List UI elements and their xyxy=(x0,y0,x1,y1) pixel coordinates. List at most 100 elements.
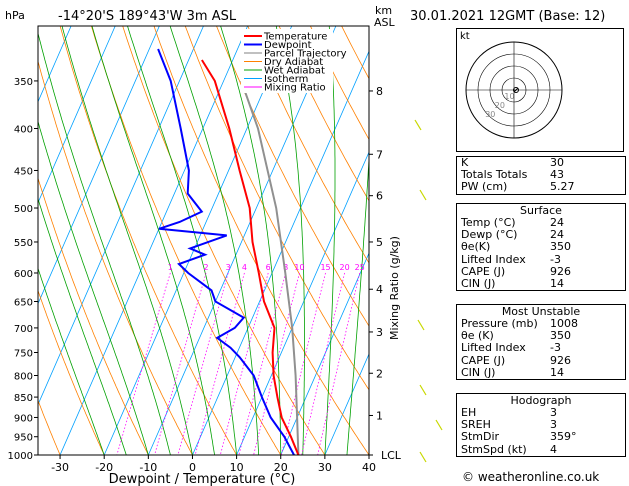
row-key: θe (K) xyxy=(461,329,494,343)
pressure-tick-label: 550 xyxy=(14,238,33,249)
temperature-tick-label: -20 xyxy=(95,461,113,474)
row-value: -3 xyxy=(550,341,561,355)
pressure-tick-label: 850 xyxy=(14,393,33,404)
temperature-tick-label: 40 xyxy=(362,461,376,474)
wind-barb xyxy=(417,319,425,331)
isotherm-line xyxy=(103,26,293,455)
table-row: SREH 3 xyxy=(457,418,625,432)
row-key: Totals Totals xyxy=(461,168,528,182)
row-key: EH xyxy=(461,406,477,419)
row-value: 3 xyxy=(550,406,557,419)
wet-adiabat-line xyxy=(169,26,260,455)
dry-adiabat-line xyxy=(91,26,282,455)
wind-barb xyxy=(419,451,427,463)
row-key: CIN (J) xyxy=(461,276,496,290)
hodograph-ring-label: 30 xyxy=(485,110,495,119)
mixing-ratio-line xyxy=(219,272,269,455)
dry-adiabat-line xyxy=(247,26,369,264)
altitude-tick-label: 5 xyxy=(376,236,383,249)
legend-entry: Wet Adiabat xyxy=(264,66,325,77)
wet-adiabat-line xyxy=(127,26,237,455)
legend-entry: Temperature xyxy=(263,32,327,43)
temperature-tick-label: -30 xyxy=(51,461,69,474)
altitude-tick-label: 1 xyxy=(376,409,383,422)
mixing-ratio-label: 2 xyxy=(203,263,208,272)
row-value: 1008 xyxy=(550,317,578,330)
legend-entry: Isotherm xyxy=(264,74,308,85)
wet-adiabat-line xyxy=(38,120,149,455)
altitude-tick-label: 3 xyxy=(376,326,383,339)
row-key: CAPE (J) xyxy=(461,353,506,367)
pressure-tick-label: 350 xyxy=(14,77,33,88)
plot-frame xyxy=(37,25,370,456)
table-row: Lifted Index -3 xyxy=(457,342,625,354)
row-key: Dewp (°C) xyxy=(461,228,518,242)
hodograph-ring-label: 10 xyxy=(504,92,514,101)
wet-adiabat-line xyxy=(275,26,305,455)
row-key: K xyxy=(461,156,469,169)
dry-adiabat-line xyxy=(59,26,237,455)
row-value: 926 xyxy=(550,353,571,367)
copyright-text: © weatheronline.co.uk xyxy=(462,470,600,484)
table-section-title: Most Unstable xyxy=(501,305,581,318)
altitude-tick-label: 4 xyxy=(376,283,383,296)
pressure-units: hPa xyxy=(5,9,25,22)
altitude-tick-label: LCL xyxy=(381,449,402,462)
pressure-tick-label: 800 xyxy=(14,371,33,382)
isotherm-line xyxy=(38,26,116,204)
temperature-tick-label: 20 xyxy=(274,461,288,474)
table-section-title: Surface xyxy=(520,204,562,217)
temperature-tick-label: -10 xyxy=(139,461,157,474)
mixing-ratio-label: 25 xyxy=(355,263,365,272)
row-key: SREH xyxy=(461,418,491,432)
wet-adiabat-line xyxy=(38,267,105,455)
altitude-tick-label: 8 xyxy=(376,85,383,98)
row-value: 24 xyxy=(550,216,564,229)
isotherm-line xyxy=(192,50,369,455)
isotherm-line xyxy=(38,26,160,305)
table-row: θe (K) 350 xyxy=(457,329,625,343)
row-value: 24 xyxy=(550,228,564,242)
table-row: K 30 xyxy=(457,156,625,169)
row-key: Pressure (mb) xyxy=(461,317,538,330)
temperature-tick-label: 30 xyxy=(318,461,332,474)
table-row: StmSpd (kt) 4 xyxy=(457,443,625,456)
mixing-ratio-line xyxy=(177,272,229,455)
legend-entry: Dry Adiabat xyxy=(264,57,323,68)
dry-adiabat-line xyxy=(38,399,61,455)
row-value: 350 xyxy=(550,329,571,343)
dry-adiabat-line xyxy=(38,289,105,455)
pressure-tick-label: 500 xyxy=(14,204,33,215)
wind-barb xyxy=(419,384,427,396)
isotherm-line xyxy=(236,151,369,455)
parcel-trajectory xyxy=(240,80,300,455)
location-title: -14°20'S 189°43'W 3m ASL xyxy=(58,9,237,24)
mixing-ratio-line xyxy=(194,272,245,455)
table-row: Dewp (°C) 24 xyxy=(457,228,625,242)
x-axis-label: Dewpoint / Temperature (°C) xyxy=(109,472,296,486)
pressure-tick-label: 700 xyxy=(14,324,33,335)
row-key: PW (cm) xyxy=(461,180,508,194)
mixing-ratio-label: 3 xyxy=(226,263,231,272)
dry-adiabat-line xyxy=(153,26,369,455)
isotherm-line xyxy=(38,26,204,406)
row-value: 43 xyxy=(550,168,564,182)
table-row: CAPE (J) 926 xyxy=(457,265,625,278)
isotherm-line xyxy=(38,26,72,103)
hodograph-trace-2 xyxy=(513,87,519,93)
table-row: θe(K) 350 xyxy=(457,241,625,253)
dry-adiabat-line xyxy=(216,26,369,327)
row-value: 14 xyxy=(550,276,564,290)
dewpoint-profile xyxy=(157,48,295,455)
row-value: 350 xyxy=(550,240,571,254)
isotherm-line xyxy=(147,26,337,455)
table-row: Pressure (mb) 1008 xyxy=(457,317,625,330)
altitude-tick-label: 2 xyxy=(376,367,383,380)
mixing-ratio-label: 10 xyxy=(294,263,304,272)
row-value: 14 xyxy=(550,365,564,379)
wet-adiabat-line xyxy=(38,31,171,455)
dry-adiabat-line xyxy=(278,26,369,202)
table-section-title: Hodograph xyxy=(510,394,572,407)
pressure-tick-label: 650 xyxy=(14,298,33,309)
dry-adiabat-line xyxy=(373,26,450,455)
